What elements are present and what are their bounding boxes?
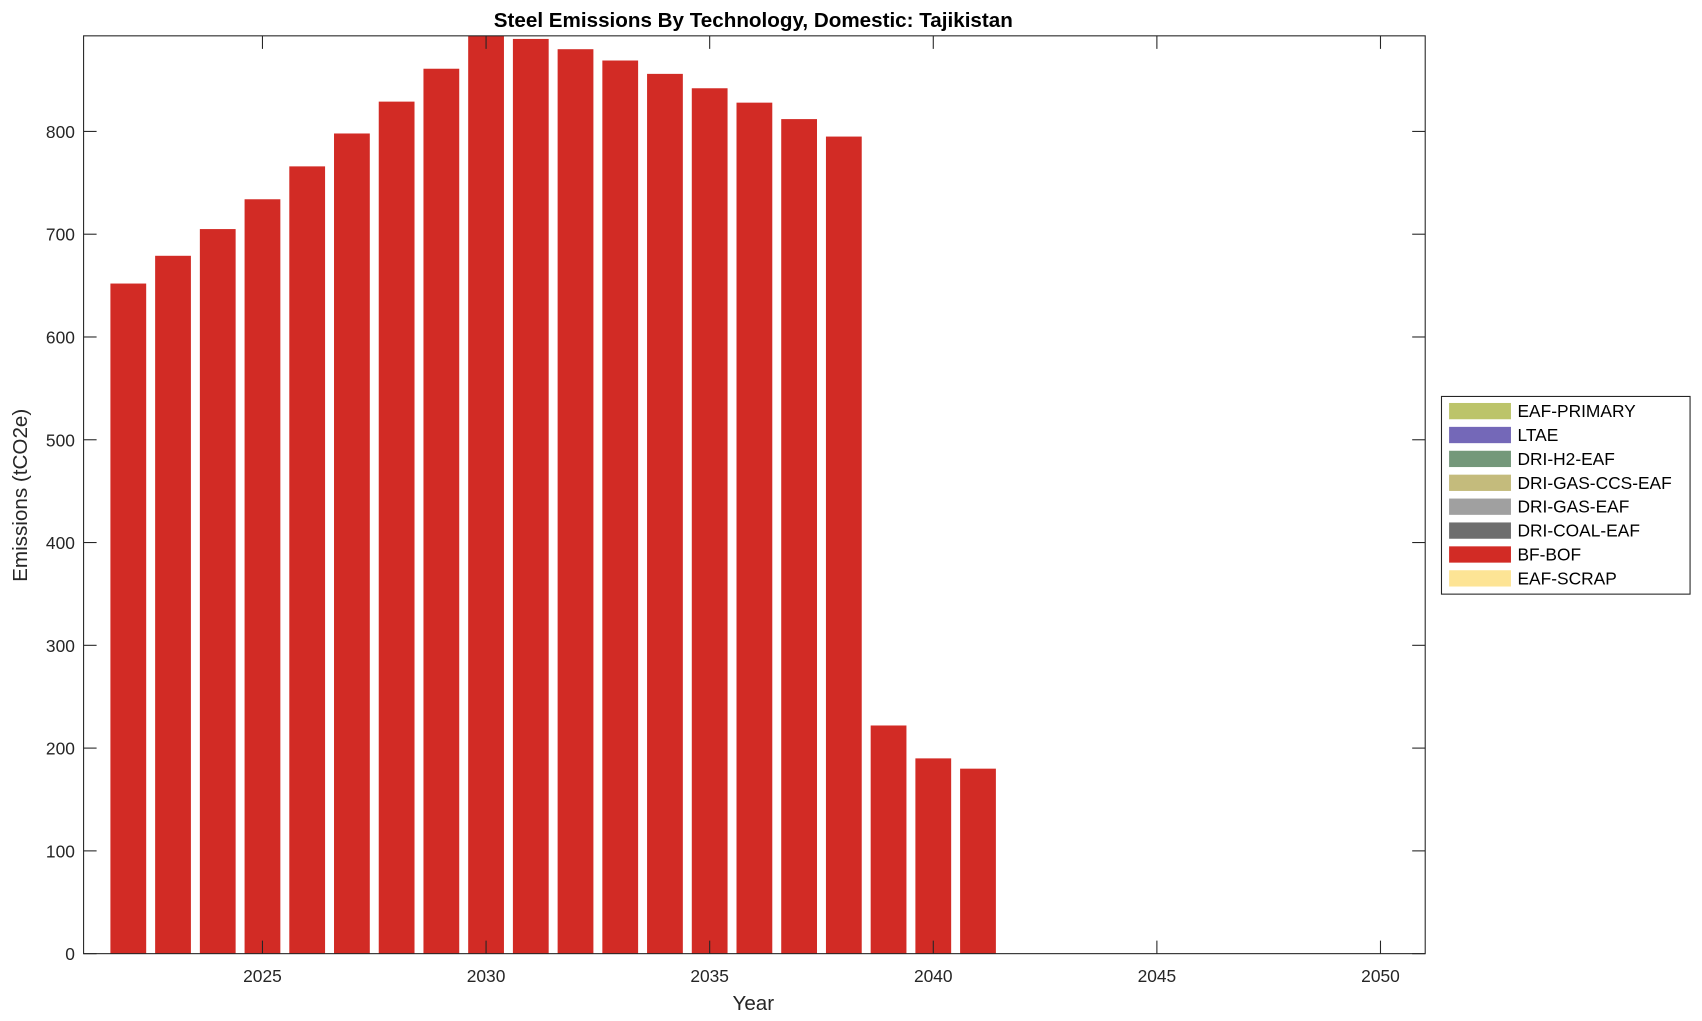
bar-bf-bof-2025: [244, 199, 281, 954]
bar-bf-bof-2026: [289, 166, 326, 954]
y-tick-label: 800: [46, 122, 75, 142]
y-tick-label: 400: [46, 533, 75, 553]
plot-area-frame: [83, 35, 1426, 955]
bar-bf-bof-2036: [736, 102, 773, 954]
legend-label: DRI-H2-EAF: [1517, 449, 1614, 469]
y-tick-label: 500: [46, 430, 75, 450]
y-tick-label: 100: [46, 841, 75, 861]
y-axis: 0 100 200 300 400 500 600 700 800: [46, 122, 1426, 964]
x-tick-label: 2045: [1138, 966, 1177, 986]
legend-label: EAF-SCRAP: [1517, 568, 1616, 588]
legend-label: LTAE: [1517, 425, 1558, 445]
legend-swatch-eaf-primary: [1449, 402, 1511, 420]
x-tick-label: 2040: [914, 966, 953, 986]
bar-bf-bof-2031: [512, 38, 549, 954]
bar-bf-bof-2037: [781, 119, 818, 954]
bar-bf-bof-2028: [378, 101, 415, 954]
bar-bf-bof-2039: [870, 725, 907, 954]
bars: [110, 35, 996, 954]
legend-label: DRI-GAS-CCS-EAF: [1517, 473, 1671, 493]
bar-bf-bof-2034: [647, 73, 683, 954]
bar-bf-bof-2023: [155, 255, 191, 954]
bar-bf-bof-2024: [199, 229, 236, 954]
y-tick-label: 0: [65, 944, 75, 964]
legend-swatch-eaf-scrap: [1449, 570, 1511, 587]
chart-title: Steel Emissions By Technology, Domestic:…: [494, 9, 1013, 32]
y-tick-label: 300: [46, 636, 75, 656]
x-tick-label: 2030: [467, 966, 506, 986]
legend-label: DRI-GAS-EAF: [1517, 497, 1629, 517]
x-axis: 2025 2030 2035 2040 2045 2050: [243, 35, 1400, 986]
bar-bf-bof-2022: [110, 283, 147, 954]
legend-label: EAF-PRIMARY: [1517, 401, 1636, 421]
legend: EAF-PRIMARY LTAE DRI-H2-EAF DRI-GAS-CCS-EAF…: [1440, 395, 1691, 595]
bar-bf-bof-2038: [825, 136, 862, 954]
bar-bf-bof-2033: [602, 60, 639, 954]
y-tick-label: 600: [46, 327, 75, 347]
legend-swatch-ltae: [1449, 426, 1511, 444]
legend-swatch-dri-coal-eaf: [1449, 522, 1511, 539]
x-axis-label: Year: [732, 992, 774, 1015]
bar-bf-bof-2035: [691, 88, 728, 954]
x-tick-label: 2025: [243, 966, 282, 986]
bar-bf-bof-2032: [557, 49, 594, 954]
legend-swatch-dri-gas-ccs-eaf: [1449, 474, 1511, 491]
y-tick-label: 700: [46, 225, 75, 245]
bar-bf-bof-2040: [915, 758, 952, 954]
bar-bf-bof-2041: [960, 768, 996, 954]
bar-bf-bof-2029: [423, 68, 460, 954]
legend-swatch-dri-gas-eaf: [1449, 498, 1511, 515]
legend-label: DRI-COAL-EAF: [1517, 521, 1639, 541]
y-tick-label: 200: [46, 739, 75, 759]
y-axis-label: Emissions (tCO2e): [9, 409, 32, 582]
bar-bf-bof-2027: [334, 133, 370, 954]
bar-bf-bof-2030: [468, 35, 504, 954]
x-tick-label: 2035: [690, 966, 729, 986]
x-tick-label: 2050: [1361, 966, 1400, 986]
legend-swatch-dri-h2-eaf: [1449, 450, 1511, 468]
legend-label: BF-BOF: [1517, 544, 1581, 564]
legend-swatch-bf-bof: [1449, 546, 1511, 563]
